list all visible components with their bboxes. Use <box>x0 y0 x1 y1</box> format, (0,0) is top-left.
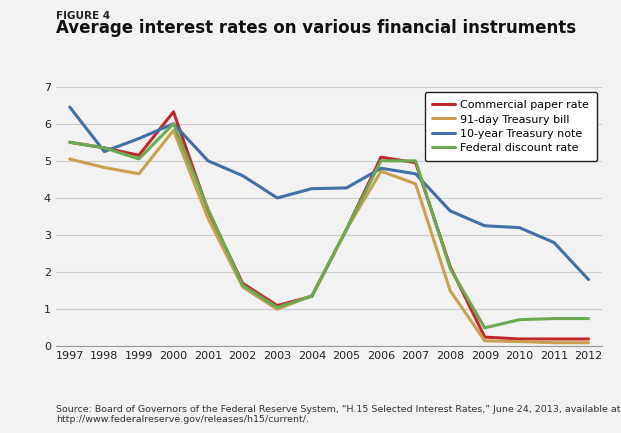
Commercial paper rate <box>239 281 247 286</box>
10-year Treasury note <box>446 208 454 213</box>
10-year Treasury note <box>585 277 592 282</box>
91-day Treasury bill <box>101 165 108 170</box>
Federal discount rate <box>204 207 212 212</box>
91-day Treasury bill <box>446 288 454 293</box>
Federal discount rate <box>550 316 558 321</box>
Federal discount rate <box>66 140 73 145</box>
Commercial paper rate <box>101 145 108 150</box>
10-year Treasury note <box>101 149 108 154</box>
Commercial paper rate <box>343 227 350 232</box>
10-year Treasury note <box>135 136 143 141</box>
91-day Treasury bill <box>585 340 592 345</box>
91-day Treasury bill <box>239 284 247 290</box>
10-year Treasury note <box>515 225 523 230</box>
10-year Treasury note <box>66 104 73 110</box>
Commercial paper rate <box>170 109 177 114</box>
10-year Treasury note <box>550 240 558 245</box>
Commercial paper rate <box>515 336 523 342</box>
Federal discount rate <box>446 266 454 271</box>
Line: Federal discount rate: Federal discount rate <box>70 124 589 328</box>
Commercial paper rate <box>481 335 489 340</box>
91-day Treasury bill <box>515 339 523 344</box>
Line: 91-day Treasury bill: 91-day Treasury bill <box>70 130 589 343</box>
10-year Treasury note <box>481 223 489 228</box>
91-day Treasury bill <box>308 293 315 298</box>
Federal discount rate <box>378 158 385 163</box>
Commercial paper rate <box>66 140 73 145</box>
Text: Source: Board of Governors of the Federal Reserve System, “H.15 Selected Interes: Source: Board of Governors of the Federa… <box>56 405 620 424</box>
91-day Treasury bill <box>273 307 281 312</box>
91-day Treasury bill <box>412 181 419 187</box>
Commercial paper rate <box>412 160 419 165</box>
10-year Treasury note <box>204 158 212 163</box>
91-day Treasury bill <box>550 340 558 345</box>
Federal discount rate <box>585 316 592 321</box>
Federal discount rate <box>308 294 315 299</box>
Commercial paper rate <box>585 336 592 342</box>
10-year Treasury note <box>239 173 247 178</box>
Federal discount rate <box>515 317 523 322</box>
Commercial paper rate <box>135 153 143 158</box>
10-year Treasury note <box>378 166 385 171</box>
10-year Treasury note <box>308 186 315 191</box>
Federal discount rate <box>412 158 419 163</box>
10-year Treasury note <box>412 171 419 176</box>
Line: Commercial paper rate: Commercial paper rate <box>70 112 589 339</box>
Text: FIGURE 4: FIGURE 4 <box>56 11 110 21</box>
Federal discount rate <box>101 145 108 150</box>
Line: 10-year Treasury note: 10-year Treasury note <box>70 107 589 280</box>
91-day Treasury bill <box>481 338 489 343</box>
Commercial paper rate <box>550 336 558 342</box>
10-year Treasury note <box>273 195 281 200</box>
Federal discount rate <box>273 305 281 310</box>
Federal discount rate <box>343 227 350 232</box>
Commercial paper rate <box>273 303 281 308</box>
Federal discount rate <box>135 156 143 162</box>
10-year Treasury note <box>343 185 350 191</box>
91-day Treasury bill <box>204 216 212 221</box>
91-day Treasury bill <box>170 128 177 133</box>
Commercial paper rate <box>204 208 212 213</box>
Text: Average interest rates on various financial instruments: Average interest rates on various financ… <box>56 19 576 38</box>
Commercial paper rate <box>378 155 385 160</box>
91-day Treasury bill <box>378 168 385 174</box>
Federal discount rate <box>239 283 247 288</box>
Federal discount rate <box>481 325 489 330</box>
Federal discount rate <box>170 121 177 126</box>
10-year Treasury note <box>170 121 177 126</box>
91-day Treasury bill <box>66 156 73 162</box>
91-day Treasury bill <box>343 227 350 232</box>
91-day Treasury bill <box>135 171 143 176</box>
Commercial paper rate <box>308 294 315 299</box>
Legend: Commercial paper rate, 91-day Treasury bill, 10-year Treasury note, Federal disc: Commercial paper rate, 91-day Treasury b… <box>425 92 597 161</box>
Commercial paper rate <box>446 264 454 269</box>
